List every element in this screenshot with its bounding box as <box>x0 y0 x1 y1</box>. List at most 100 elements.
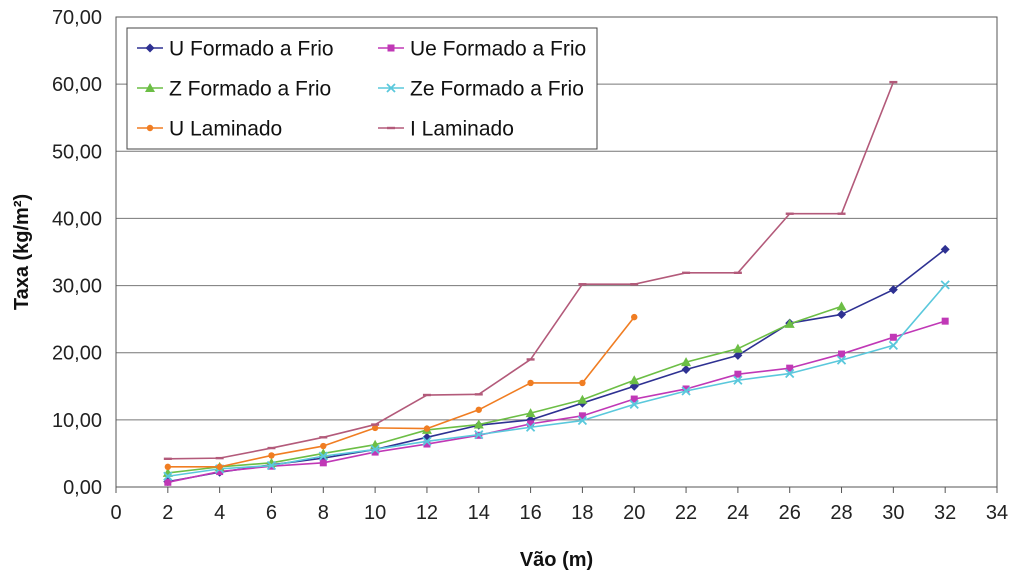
data-point-ze-formado-a-frio <box>422 436 432 446</box>
data-point-u-formado-a-frio <box>681 365 691 374</box>
y-axis-tick-labels: 0,00 10,00 20,00 30,00 40,00 50,00 60,00 70,00 <box>52 7 102 499</box>
data-point-ue-formado-a-frio <box>941 317 949 325</box>
data-point-u-laminado <box>423 425 431 432</box>
data-point-z-formado-a-frio <box>577 394 588 404</box>
data-point-ue-formado-a-frio <box>319 459 327 467</box>
data-point-u-laminado <box>579 379 586 387</box>
data-point-ze-formado-a-frio <box>318 451 328 461</box>
data-point-ze-formado-a-frio <box>266 460 277 471</box>
x-tick-label: 28 <box>830 502 852 524</box>
series-i-laminado <box>163 80 898 460</box>
x-tick-label: 26 <box>779 502 801 524</box>
y-tick-label: 40,00 <box>52 208 102 230</box>
series-ue-formado-a-frio <box>164 317 949 486</box>
data-point-u-laminado <box>631 313 638 321</box>
data-point-ue-formado-a-frio <box>423 440 431 448</box>
data-point-u-laminado <box>371 424 379 432</box>
y-tick-label: 20,00 <box>52 343 102 365</box>
legend-label: Ze Formado a Frio <box>410 78 584 101</box>
data-point-u-laminado <box>320 442 327 450</box>
x-tick-label: 30 <box>882 502 904 524</box>
data-point-z-formado-a-frio <box>525 408 536 418</box>
x-tick-label: 10 <box>364 502 386 524</box>
legend-label: I Laminado <box>410 118 514 141</box>
y-tick-label: 50,00 <box>52 141 102 163</box>
legend: U Formado a Frio Ue Formado a Frio Z Forma… <box>126 27 598 150</box>
x-tick-label: 20 <box>623 502 645 524</box>
legend-item-u-formado-a-frio: U Formado a Frio <box>137 38 334 61</box>
data-point-ue-formado-a-frio <box>371 448 379 456</box>
x-tick-label: 16 <box>519 502 541 524</box>
data-point-ue-formado-a-frio <box>734 370 742 378</box>
data-point-ze-formado-a-frio <box>940 280 950 290</box>
data-point-ue-formado-a-frio <box>578 412 586 420</box>
series-layer <box>162 80 950 487</box>
data-point-u-formado-a-frio <box>888 285 898 295</box>
legend-marker <box>386 83 396 93</box>
x-axis-title: Vão (m) <box>520 549 593 571</box>
data-point-u-laminado <box>216 463 223 471</box>
data-point-u-formado-a-frio <box>940 244 950 254</box>
series-line-ue-formado-a-frio <box>167 320 946 484</box>
legend-label: U Laminado <box>169 118 282 141</box>
data-point-ze-formado-a-frio <box>681 386 691 396</box>
data-point-z-formado-a-frio <box>629 375 640 385</box>
legend-marker <box>145 83 155 92</box>
data-point-ze-formado-a-frio <box>474 429 484 440</box>
legend-item-u-laminado: U Laminado <box>137 118 282 141</box>
data-point-ue-formado-a-frio <box>527 420 535 428</box>
x-tick-label: 0 <box>110 502 121 524</box>
y-tick-label: 0,00 <box>63 477 102 499</box>
legend-item-ue-formado-a-frio: Ue Formado a Frio <box>378 38 586 61</box>
legend-item-z-formado-a-frio: Z Formado a Frio <box>137 78 331 101</box>
data-point-z-formado-a-frio <box>836 301 847 311</box>
legend-marker <box>145 43 155 53</box>
data-point-ue-formado-a-frio <box>786 364 794 372</box>
data-point-u-laminado <box>475 406 482 413</box>
data-point-ue-formado-a-frio <box>889 333 897 341</box>
y-tick-label: 10,00 <box>52 410 102 432</box>
data-point-ue-formado-a-frio <box>216 468 224 476</box>
x-tick-label: 34 <box>986 502 1008 524</box>
data-point-u-formado-a-frio <box>733 350 743 360</box>
data-point-ze-formado-a-frio <box>785 368 795 379</box>
y-tick-label: 30,00 <box>52 276 102 298</box>
data-point-ze-formado-a-frio <box>888 340 898 350</box>
x-tick-label: 6 <box>266 502 277 524</box>
data-point-z-formado-a-frio <box>732 343 743 353</box>
x-tick-label: 2 <box>162 502 173 524</box>
data-point-u-formado-a-frio <box>837 309 847 319</box>
data-point-z-formado-a-frio <box>473 419 484 429</box>
series-u-laminado <box>164 313 638 471</box>
data-point-u-laminado <box>268 452 275 459</box>
y-tick-label: 60,00 <box>52 74 102 96</box>
data-point-ze-formado-a-frio <box>836 355 847 365</box>
data-point-ue-formado-a-frio <box>164 478 172 486</box>
legend-item-ze-formado-a-frio: Ze Formado a Frio <box>378 78 584 101</box>
x-tick-label: 32 <box>934 502 956 524</box>
x-tick-label: 8 <box>318 502 329 524</box>
series-line-ze-formado-a-frio <box>167 284 946 478</box>
legend-box <box>126 27 598 150</box>
data-point-ue-formado-a-frio <box>682 385 690 393</box>
data-point-ze-formado-a-frio <box>525 422 536 432</box>
data-point-ue-formado-a-frio <box>838 350 846 358</box>
data-point-ue-formado-a-frio <box>630 395 638 403</box>
series-z-formado-a-frio <box>162 301 847 477</box>
legend-label: U Formado a Frio <box>169 38 334 61</box>
x-tick-label: 14 <box>468 502 490 524</box>
y-tick-label: 70,00 <box>52 7 102 29</box>
data-point-ze-formado-a-frio <box>163 471 173 481</box>
data-point-u-laminado <box>527 379 534 387</box>
legend-marker <box>146 124 154 132</box>
series-line-u-formado-a-frio <box>167 248 946 483</box>
legend-label: Ue Formado a Frio <box>410 38 586 61</box>
legend-item-i-laminado: I Laminado <box>378 118 514 141</box>
series-line-z-formado-a-frio <box>167 305 842 474</box>
x-tick-label: 12 <box>416 502 438 524</box>
series-ze-formado-a-frio <box>163 280 950 481</box>
legend-label: Z Formado a Frio <box>169 78 331 101</box>
data-point-ze-formado-a-frio <box>577 415 588 426</box>
x-tick-label: 4 <box>214 502 225 524</box>
